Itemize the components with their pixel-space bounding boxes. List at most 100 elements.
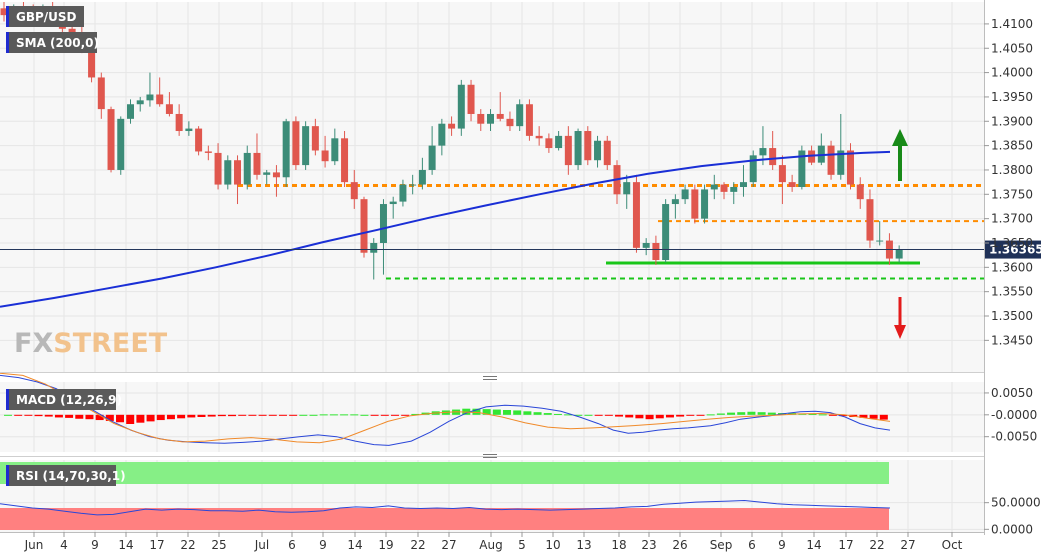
macd-bar [340,414,349,416]
macd-bar [146,414,155,422]
x-tick-label: 4 [60,538,68,552]
candle-body [701,189,709,219]
candle-body [876,240,884,242]
macd-bar [289,414,298,416]
candle-body [652,242,660,261]
y-tick-label: 1.3800 [991,163,1033,177]
candle-body [856,184,864,200]
macd-bar [574,414,583,416]
macd-bar [116,414,125,423]
candle-body [409,184,417,186]
macd-bar [655,414,664,419]
macd-badge-label: MACD (12,26,9) [16,393,122,407]
macd-bar [503,410,512,415]
macd-bar [523,411,532,415]
candle-body [399,184,407,202]
x-tick-label: 22 [410,538,425,552]
down-arrow [894,297,906,339]
macd-bar [676,414,685,417]
candle-body [817,145,825,163]
macd-bar [54,414,63,418]
candle-body [827,145,835,175]
candle-body [837,150,845,175]
watermark: FXSTREET [14,328,168,359]
candle-body [321,150,329,162]
macd-bar [136,414,145,423]
macd-bar [166,414,175,420]
x-tick-label: Jun [24,538,44,552]
x-tick-label: 6 [748,538,756,552]
macd-bar [350,414,359,416]
macd-bar [380,414,389,416]
candle-body [730,187,738,192]
macd-bar [4,414,12,416]
x-tick-label: Aug [479,538,502,552]
x-tick-label: 18 [611,538,626,552]
y-tick-label: 1.3450 [991,333,1033,347]
y-tick-label: 1.3750 [991,187,1033,201]
resize-handle[interactable] [483,454,497,458]
candle-body [243,152,251,185]
candle-body [165,104,173,114]
last-price-label: 1.363650 [989,243,1052,257]
x-tick-label: 25 [211,538,226,552]
macd-badge[interactable]: MACD (12,26,9) [6,389,122,410]
symbol-badge[interactable]: GBP/USD [6,6,84,27]
x-tick-label: 17 [838,538,853,552]
macd-bar [207,414,216,417]
sma-badge[interactable]: SMA (200,0) [6,32,99,53]
candle-body [574,131,582,166]
candle-body [253,152,261,175]
x-tick-label: 9 [91,538,99,552]
candle-body [739,182,747,187]
x-tick-label: 27 [900,538,915,552]
y-tick-label: 50.0000 [991,496,1041,510]
macd-bar [390,414,399,416]
candle-body [146,94,154,101]
x-tick-label: 19 [378,538,393,552]
y-tick-label: 1.3550 [991,285,1033,299]
resize-handle[interactable] [483,376,497,380]
x-tick-label: 27 [441,538,456,552]
candle-body [175,113,183,132]
macd-bar [869,414,878,419]
candle-body [457,84,465,129]
candle-body [370,242,378,253]
macd-bar [635,414,644,419]
y-tick-label: 1.3950 [991,90,1033,104]
macd-bar [686,414,695,416]
macd-bar [85,414,94,420]
candle-body [603,140,611,166]
candle-body [516,104,524,127]
candle-body [545,138,553,149]
y-tick-label: 1.4000 [991,66,1033,80]
x-tick-label: 5 [518,538,526,552]
candle-body [662,204,670,261]
watermark-street: STREET [53,328,168,359]
macd-bar [543,413,552,415]
x-tick-label: 14 [118,538,133,552]
macd-bar [533,412,542,415]
macd-bar [482,409,491,415]
candle-body [156,94,164,105]
x-tick-label: 13 [576,538,591,552]
candle-body [282,121,290,178]
macd-bar [24,414,33,416]
macd-bar [187,414,196,418]
candle-body [487,113,494,124]
macd-bar [401,414,410,416]
x-tick-label: 14 [347,538,362,552]
macd-bar [329,414,338,416]
macd-bar [839,414,848,417]
macd-bar [553,413,562,415]
macd-bar [604,414,613,416]
candle-body [263,172,271,175]
rsi-badge[interactable]: RSI (14,70,30,1) [6,465,126,486]
candle-body [555,135,563,149]
y-tick-label: 0.0050 [991,386,1033,400]
macd-y-ticks: 0.0050 -0.0000 -0.0050 [984,386,1037,444]
candle-body [847,150,855,185]
candle-body [379,204,387,243]
macd-bar [34,414,43,417]
x-tick-label: Oct [942,538,963,552]
